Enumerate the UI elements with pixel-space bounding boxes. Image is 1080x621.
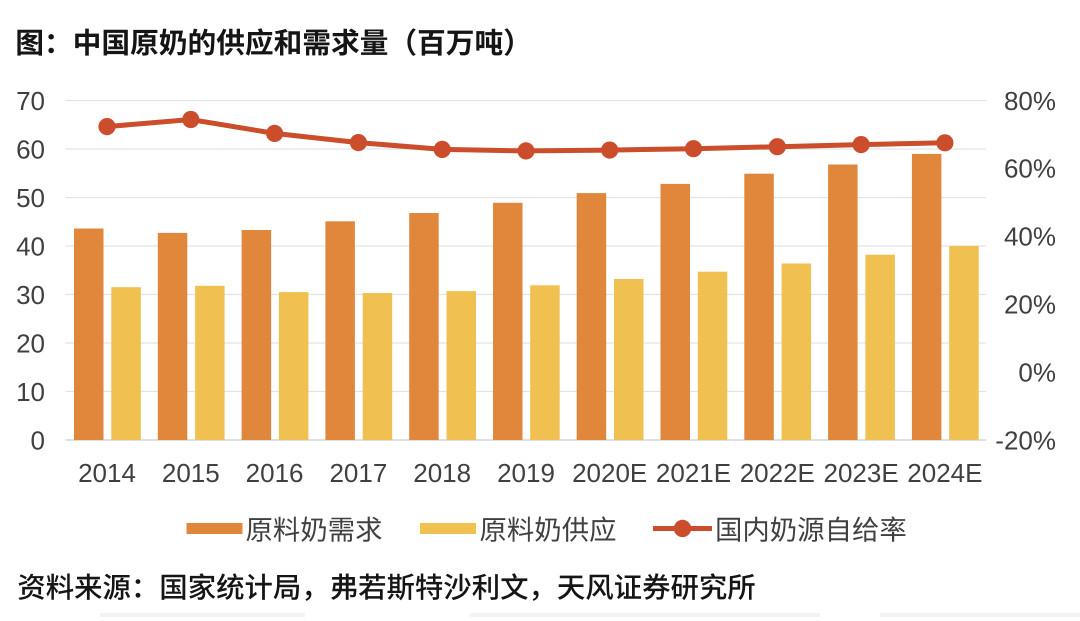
svg-text:30: 30 bbox=[16, 280, 45, 310]
svg-text:2018: 2018 bbox=[413, 458, 471, 488]
svg-text:2015: 2015 bbox=[162, 458, 220, 488]
svg-text:2023E: 2023E bbox=[824, 458, 899, 488]
svg-text:10: 10 bbox=[16, 377, 45, 407]
svg-text:2017: 2017 bbox=[329, 458, 387, 488]
svg-text:2022E: 2022E bbox=[740, 458, 815, 488]
svg-text:0: 0 bbox=[31, 425, 45, 455]
svg-text:20: 20 bbox=[16, 328, 45, 358]
svg-text:50: 50 bbox=[16, 183, 45, 213]
svg-text:40: 40 bbox=[16, 231, 45, 261]
svg-text:70: 70 bbox=[16, 86, 45, 116]
svg-text:80%: 80% bbox=[1004, 86, 1056, 116]
svg-text:2020E: 2020E bbox=[572, 458, 647, 488]
svg-text:2021E: 2021E bbox=[656, 458, 731, 488]
svg-text:0%: 0% bbox=[1018, 357, 1056, 387]
svg-text:2019: 2019 bbox=[497, 458, 555, 488]
svg-text:2016: 2016 bbox=[246, 458, 304, 488]
svg-text:20%: 20% bbox=[1004, 290, 1056, 320]
svg-text:60%: 60% bbox=[1004, 154, 1056, 184]
svg-text:2014: 2014 bbox=[78, 458, 136, 488]
svg-text:2024E: 2024E bbox=[907, 458, 982, 488]
svg-text:40%: 40% bbox=[1004, 222, 1056, 252]
svg-text:-20%: -20% bbox=[995, 425, 1056, 455]
svg-text:60: 60 bbox=[16, 134, 45, 164]
